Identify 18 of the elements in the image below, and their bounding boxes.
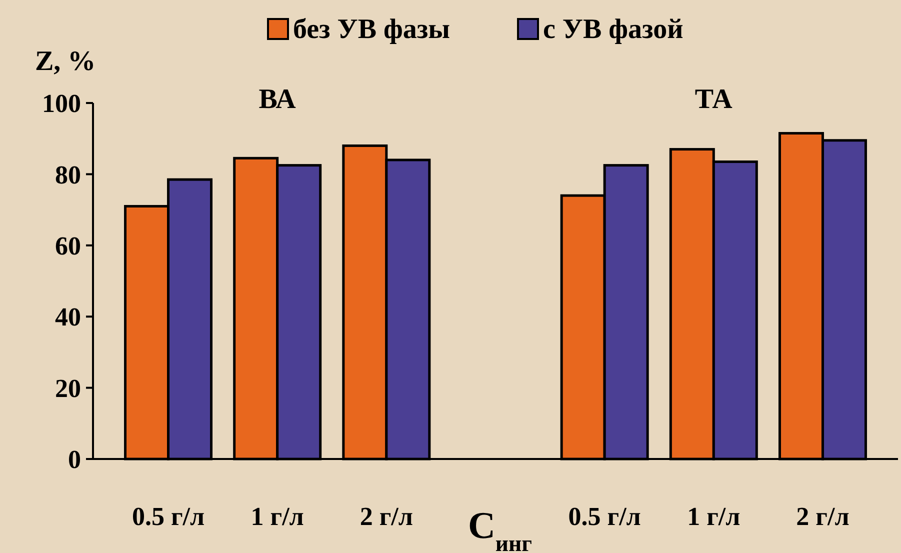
legend-label: с УВ фазой — [543, 14, 684, 45]
legend-label: без УВ фазы — [293, 14, 450, 45]
y-tick-label: 40 — [55, 302, 81, 332]
x-tick-label: 1 г/л — [687, 502, 740, 531]
y-tick-label: 0 — [68, 445, 81, 474]
x-tick-label: 2 г/л — [360, 502, 413, 531]
y-tick-label: 20 — [55, 374, 81, 403]
x-tick-label: 0.5 г/л — [132, 502, 205, 531]
annotation: ТА — [694, 84, 734, 115]
y-tick-label: 80 — [55, 160, 81, 190]
y-tick-label: 100 — [42, 89, 81, 118]
annotation: ВА — [258, 84, 297, 115]
x-axis-title: С$_{инг}$ — [468, 505, 532, 553]
x-tick-label: 2 г/л — [796, 502, 850, 531]
x-tick-label: 1 г/л — [250, 502, 304, 531]
x-tick-label: 0.5 г/л — [568, 502, 641, 531]
y-tick-label: 60 — [55, 232, 81, 260]
y-axis-title: Z, % — [35, 46, 96, 77]
